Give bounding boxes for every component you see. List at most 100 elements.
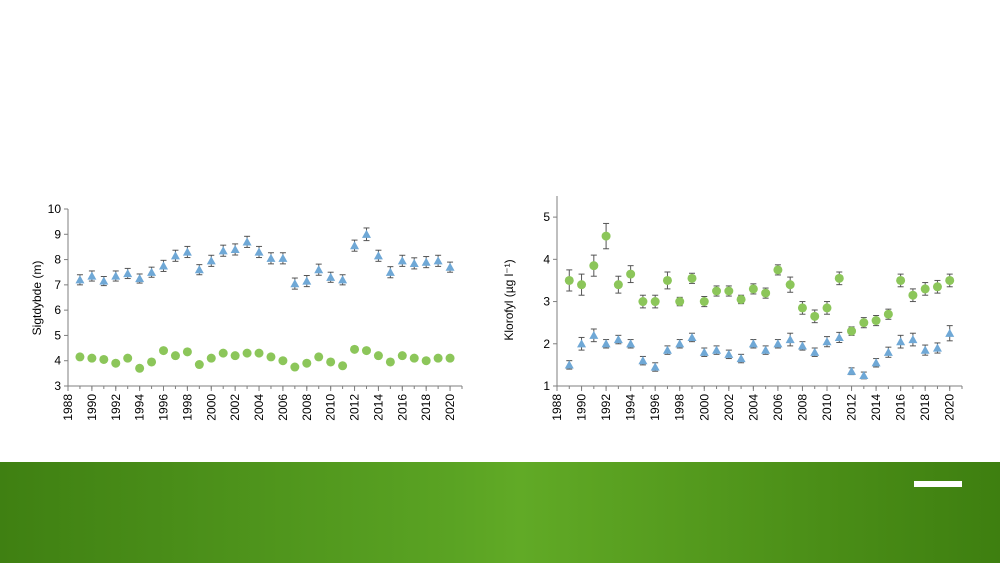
- data-point-circle: [945, 275, 955, 285]
- data-point-triangle: [326, 272, 336, 281]
- data-point-circle: [748, 284, 758, 294]
- x-tick-label: 1998: [673, 394, 687, 421]
- x-tick-label: 2016: [395, 394, 409, 421]
- data-point-circle: [421, 356, 431, 366]
- data-point-circle: [761, 288, 771, 298]
- data-point-circle: [254, 348, 264, 358]
- data-point-triangle: [601, 339, 611, 348]
- data-point-triangle: [218, 246, 228, 255]
- data-point-circle: [712, 286, 722, 296]
- data-point-triangle: [834, 332, 844, 342]
- x-tick-label: 1996: [648, 394, 662, 421]
- x-tick-label: 2006: [276, 394, 290, 421]
- data-point-circle: [626, 269, 636, 279]
- data-point-circle: [822, 303, 832, 313]
- footer-dash-mark: [914, 481, 962, 487]
- data-point-circle: [266, 352, 276, 362]
- y-tick-label: 6: [54, 303, 61, 317]
- data-point-circle: [589, 261, 599, 271]
- x-tick-label: 2000: [204, 394, 218, 421]
- data-point-triangle: [314, 265, 324, 274]
- y-tick-label: 4: [54, 354, 61, 368]
- x-tick-label: 2002: [722, 394, 736, 421]
- data-point-circle: [797, 303, 807, 313]
- data-point-circle: [785, 280, 795, 290]
- data-point-triangle: [662, 345, 672, 354]
- data-point-circle: [883, 309, 893, 319]
- x-tick-label: 2014: [371, 394, 385, 421]
- data-point-circle: [111, 358, 121, 368]
- data-point-triangle: [564, 360, 574, 369]
- data-point-triangle: [159, 261, 169, 270]
- data-point-triangle: [932, 343, 942, 352]
- data-point-circle: [314, 352, 324, 362]
- x-tick-label: 2012: [845, 394, 859, 421]
- x-tick-label: 1992: [599, 394, 613, 421]
- data-point-triangle: [650, 362, 660, 371]
- data-point-triangle: [871, 358, 881, 367]
- data-point-triangle: [409, 258, 419, 267]
- y-tick-label: 5: [54, 328, 61, 342]
- x-tick-label: 2006: [771, 394, 785, 421]
- data-point-circle: [433, 353, 443, 363]
- data-point-circle: [409, 353, 419, 363]
- data-point-triangle: [99, 276, 109, 285]
- x-tick-label: 2010: [324, 394, 338, 421]
- data-point-circle: [920, 284, 930, 294]
- data-point-triangle: [397, 256, 407, 265]
- x-tick-label: 1988: [61, 394, 75, 421]
- data-point-triangle: [920, 345, 930, 354]
- y-tick-label: 10: [48, 202, 62, 216]
- data-point-circle: [908, 290, 918, 300]
- data-point-triangle: [859, 370, 869, 380]
- data-point-circle: [896, 275, 906, 285]
- data-point-circle: [170, 351, 180, 361]
- data-point-triangle: [123, 268, 133, 278]
- data-point-circle: [159, 346, 169, 356]
- data-point-circle: [638, 297, 648, 307]
- x-tick-label: 2016: [894, 394, 908, 421]
- data-point-triangle: [908, 335, 918, 344]
- x-tick-label: 1992: [109, 394, 123, 421]
- data-point-circle: [278, 356, 288, 366]
- data-point-circle: [99, 354, 109, 364]
- data-point-triangle: [278, 253, 288, 262]
- x-tick-label: 1988: [550, 394, 564, 421]
- x-tick-label: 2008: [795, 394, 809, 421]
- data-point-triangle: [773, 339, 783, 348]
- data-point-triangle: [822, 337, 832, 346]
- x-tick-label: 2018: [918, 394, 932, 421]
- data-point-triangle: [230, 244, 240, 254]
- data-point-triangle: [182, 247, 192, 256]
- x-tick-label: 1990: [85, 394, 99, 421]
- x-tick-label: 1994: [624, 394, 638, 421]
- y-tick-label: 3: [543, 295, 550, 309]
- data-point-triangle: [785, 335, 795, 344]
- data-point-circle: [302, 358, 312, 368]
- data-point-triangle: [194, 265, 204, 274]
- errorbar-layer: [76, 227, 454, 371]
- data-point-triangle: [338, 275, 348, 284]
- data-point-circle: [699, 297, 709, 307]
- y-axis-label: Klorofyl (µg l⁻¹): [502, 259, 516, 340]
- data-point-circle: [564, 275, 574, 285]
- x-tick-label: 2004: [252, 394, 266, 421]
- data-point-circle: [290, 362, 300, 372]
- data-point-circle: [675, 297, 685, 307]
- data-point-circle: [385, 357, 395, 367]
- x-tick-label: 1990: [575, 394, 589, 421]
- axes-layer: 3 4 5 6 7 8 9 10 1988 1990 1992 1994 1996 1998 2000 200…: [48, 202, 463, 421]
- data-point-triangle: [433, 256, 443, 265]
- data-point-circle: [350, 344, 360, 354]
- x-tick-label: 1996: [157, 394, 171, 421]
- data-point-triangle: [589, 330, 599, 339]
- data-point-circle: [242, 348, 252, 358]
- data-point-circle: [135, 363, 145, 373]
- data-point-triangle: [748, 339, 758, 348]
- data-point-triangle: [254, 247, 264, 256]
- data-point-circle: [613, 280, 623, 290]
- y-tick-label: 8: [54, 253, 61, 267]
- data-point-triangle: [350, 241, 360, 250]
- data-point-triangle: [170, 251, 180, 260]
